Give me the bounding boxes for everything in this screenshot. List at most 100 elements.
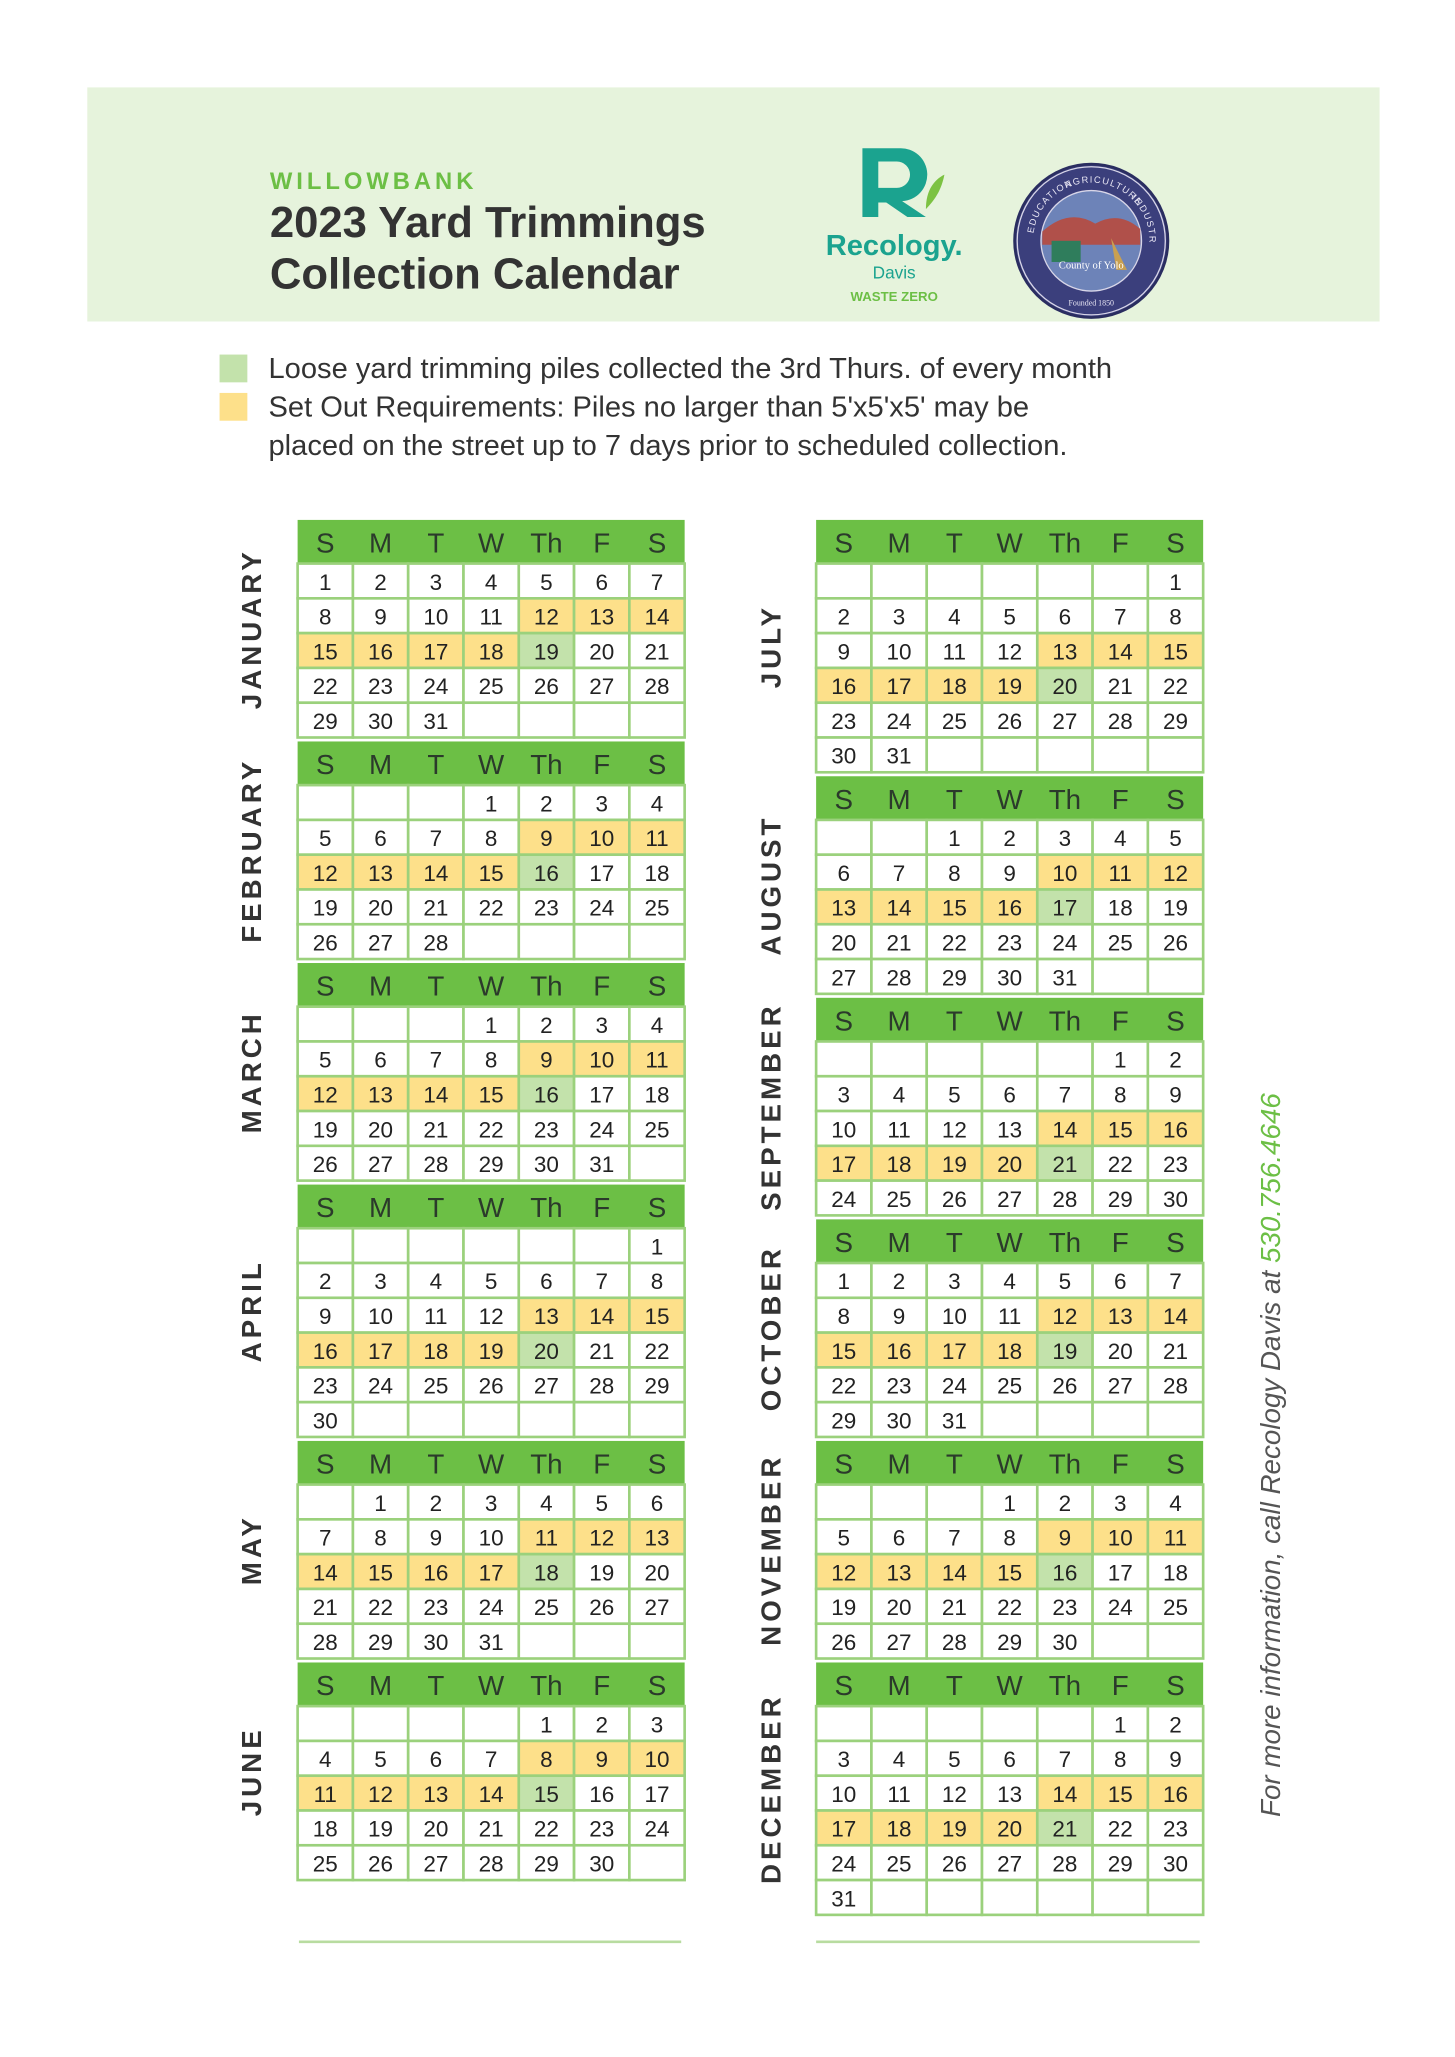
day-number: 18 bbox=[887, 1817, 912, 1842]
month-name: APRIL bbox=[236, 1259, 267, 1362]
day-number: 23 bbox=[534, 896, 559, 921]
day-number: 4 bbox=[319, 1747, 332, 1772]
day-number: 5 bbox=[595, 1491, 607, 1516]
day-number: 3 bbox=[651, 1712, 664, 1737]
weekday: S bbox=[648, 1449, 667, 1480]
day-number: 6 bbox=[430, 1747, 443, 1772]
day-number: 9 bbox=[838, 639, 851, 664]
day-number: 11 bbox=[645, 1048, 668, 1073]
day-number: 15 bbox=[1163, 639, 1188, 664]
day-cell bbox=[628, 1622, 686, 1660]
day-cell bbox=[1035, 922, 1094, 961]
day-number: 12 bbox=[479, 1304, 504, 1329]
day-number: 29 bbox=[942, 965, 967, 990]
day-number: 16 bbox=[997, 896, 1022, 921]
day-number: 4 bbox=[893, 1082, 906, 1107]
day-cell bbox=[296, 783, 355, 822]
day-cell bbox=[1035, 1878, 1094, 1917]
weekday: Th bbox=[530, 1449, 562, 1480]
day-number: 9 bbox=[374, 605, 386, 630]
day-number: 8 bbox=[485, 1048, 498, 1073]
day-number: 26 bbox=[479, 1374, 504, 1399]
day-cell bbox=[296, 1483, 355, 1521]
day-number: 31 bbox=[831, 1886, 856, 1911]
weekday: W bbox=[478, 1449, 505, 1480]
title-line: 2023 Yard Trimmings bbox=[270, 198, 706, 247]
day-cell bbox=[814, 1704, 873, 1743]
day-cell bbox=[814, 1483, 873, 1521]
day-number: 17 bbox=[887, 674, 912, 699]
day-cell bbox=[462, 1774, 521, 1812]
day-cell bbox=[351, 1109, 410, 1148]
day-number: 19 bbox=[831, 1595, 856, 1620]
day-cell bbox=[462, 701, 521, 739]
day-number: 10 bbox=[942, 1304, 967, 1329]
weekday: M bbox=[887, 1227, 910, 1258]
day-cell bbox=[1035, 1774, 1094, 1812]
month-name: FEBRUARY bbox=[236, 758, 267, 943]
day-cell bbox=[628, 1226, 686, 1265]
day-cell bbox=[870, 1074, 929, 1113]
day-cell bbox=[462, 1109, 521, 1148]
day-number: 16 bbox=[1052, 1560, 1077, 1585]
day-number: 2 bbox=[540, 1013, 553, 1038]
day-number: 31 bbox=[589, 1152, 614, 1177]
day-number: 13 bbox=[887, 1560, 912, 1585]
day-number: 25 bbox=[423, 1374, 448, 1399]
day-cell bbox=[980, 1774, 1039, 1812]
day-cell bbox=[351, 1005, 410, 1043]
day-cell bbox=[572, 853, 631, 891]
day-number: 5 bbox=[838, 1526, 851, 1551]
day-number: 14 bbox=[313, 1560, 338, 1585]
weekday-header bbox=[297, 519, 685, 564]
day-number: 30 bbox=[1163, 1187, 1188, 1212]
day-number: 17 bbox=[589, 861, 614, 886]
day-number: 16 bbox=[423, 1560, 448, 1585]
day-number: 10 bbox=[368, 1304, 393, 1329]
day-number: 4 bbox=[651, 791, 664, 816]
day-number: 10 bbox=[831, 1782, 856, 1807]
day-cell bbox=[1146, 1774, 1205, 1812]
day-number: 30 bbox=[831, 744, 856, 769]
day-number: 2 bbox=[1169, 1048, 1182, 1073]
day-cell bbox=[517, 597, 576, 635]
weekday: Th bbox=[1049, 1449, 1081, 1480]
day-number: 2 bbox=[838, 605, 851, 630]
day-number: 6 bbox=[838, 861, 851, 886]
weekday: W bbox=[997, 784, 1024, 815]
day-number: 27 bbox=[423, 1852, 448, 1877]
day-cell bbox=[925, 1331, 984, 1369]
weekday: S bbox=[835, 528, 854, 559]
day-cell bbox=[296, 1809, 355, 1847]
day-cell bbox=[572, 1226, 631, 1265]
day-number: 17 bbox=[423, 639, 448, 664]
day-number: 2 bbox=[319, 1269, 332, 1294]
day-cell bbox=[814, 1179, 873, 1217]
weekday: F bbox=[1112, 1227, 1129, 1258]
day-number: 27 bbox=[1108, 1374, 1133, 1399]
day-number: 17 bbox=[831, 1817, 856, 1842]
day-number: 17 bbox=[644, 1782, 669, 1807]
day-cell bbox=[351, 1843, 410, 1882]
day-cell bbox=[572, 701, 631, 739]
weekday: M bbox=[887, 784, 910, 815]
day-cell bbox=[517, 1739, 576, 1778]
day-number: 30 bbox=[589, 1852, 614, 1877]
day-cell bbox=[1035, 1074, 1094, 1113]
day-cell bbox=[1035, 888, 1094, 926]
weekday: Th bbox=[530, 528, 562, 559]
day-number: 22 bbox=[942, 930, 967, 955]
weekday: T bbox=[946, 1670, 963, 1701]
day-cell bbox=[1146, 562, 1205, 600]
day-number: 22 bbox=[1163, 674, 1188, 699]
day-cell bbox=[406, 1843, 465, 1882]
day-number: 7 bbox=[1114, 605, 1127, 630]
day-number: 1 bbox=[1114, 1712, 1127, 1737]
day-cell bbox=[925, 1366, 984, 1404]
weekday: S bbox=[835, 1005, 854, 1036]
weekday: W bbox=[478, 1192, 505, 1223]
day-number: 12 bbox=[942, 1117, 967, 1142]
day-cell bbox=[296, 1366, 355, 1404]
day-cell bbox=[1091, 1622, 1150, 1660]
